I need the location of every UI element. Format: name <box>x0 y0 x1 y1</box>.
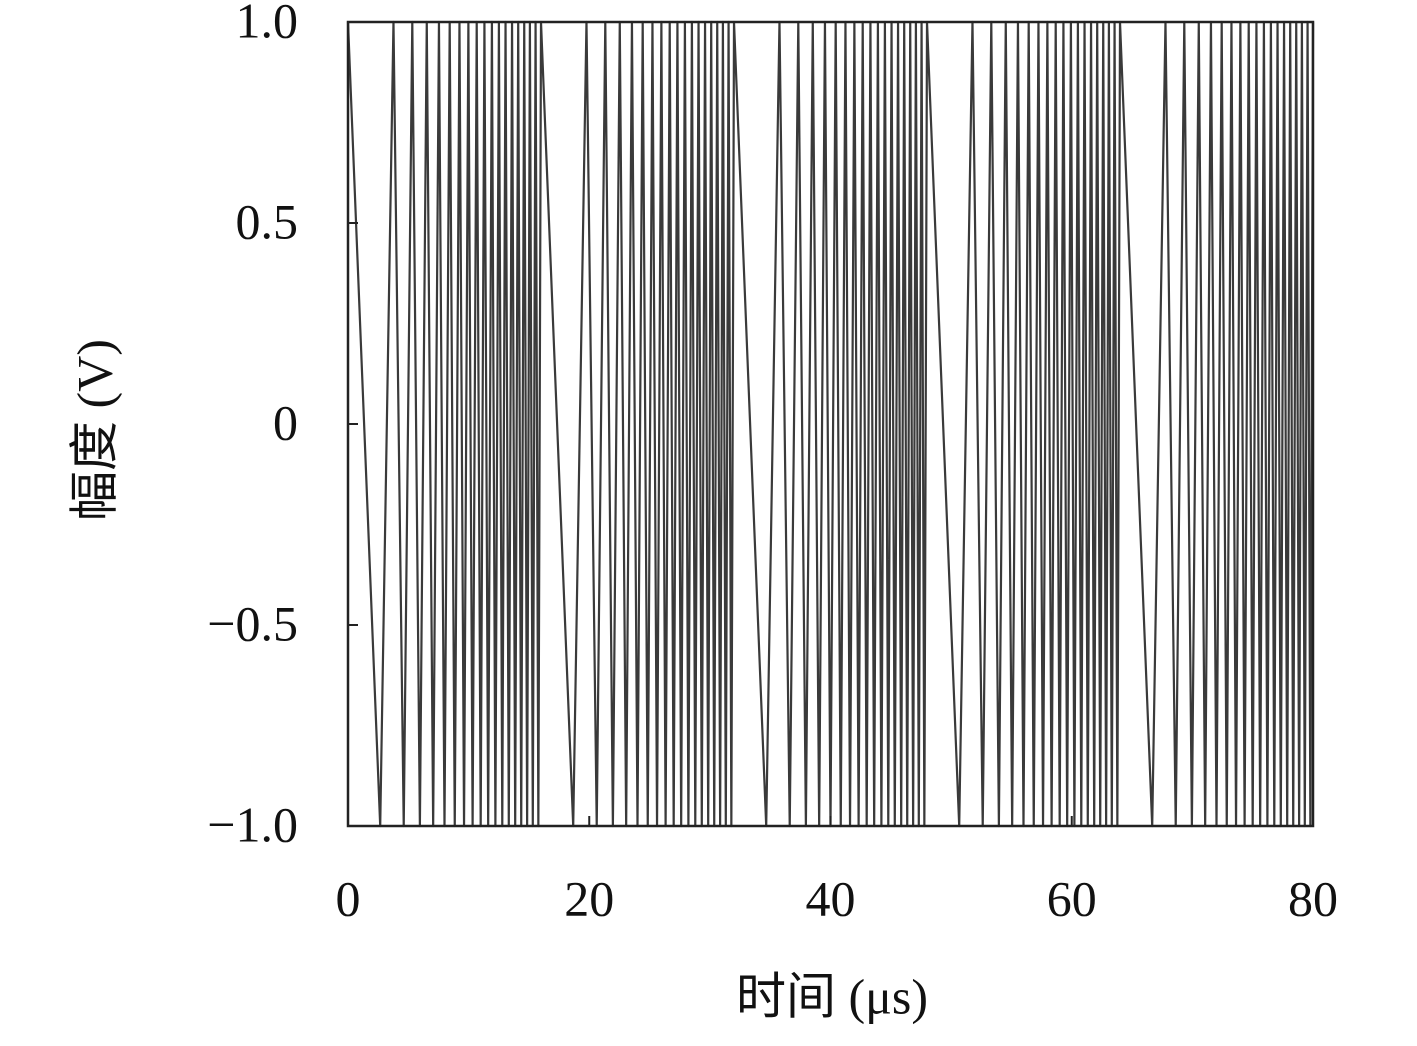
y-tick-label: 0 <box>273 394 298 450</box>
y-tick-label: −1.0 <box>207 796 298 852</box>
x-tick-label: 60 <box>1047 870 1097 926</box>
x-tick-label: 20 <box>564 870 614 926</box>
x-tick-label: 80 <box>1288 870 1338 926</box>
x-tick-label: 0 <box>336 870 361 926</box>
x-axis-label: 时间 (μs) <box>736 968 928 1024</box>
y-axis-label: 幅度 (V) <box>66 339 122 521</box>
x-tick-label: 40 <box>806 870 856 926</box>
y-tick-label: 1.0 <box>236 0 299 48</box>
signal-line <box>346 20 1315 828</box>
y-tick-label: 0.5 <box>236 193 299 249</box>
y-tick-label: −0.5 <box>207 595 298 651</box>
